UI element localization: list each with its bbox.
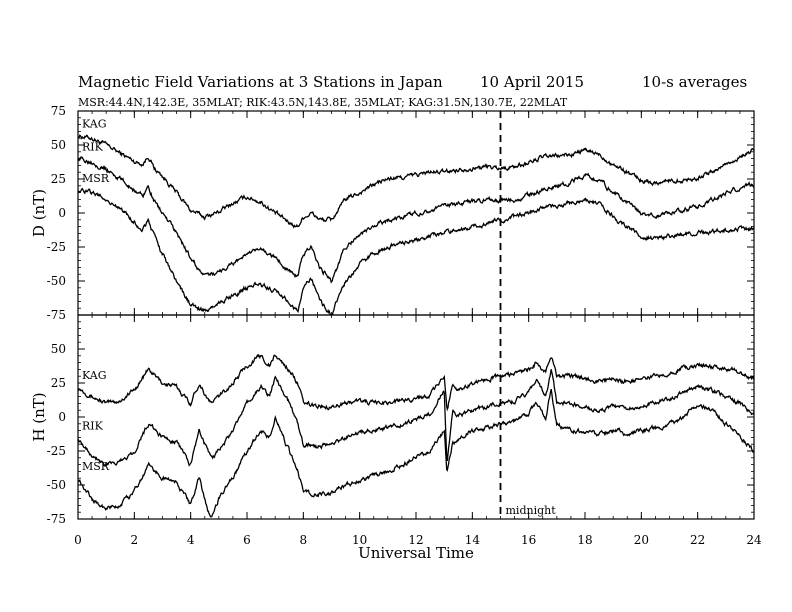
chart-title: Magnetic Field Variations at 3 Stations … (78, 73, 443, 91)
x-tick-label: 8 (300, 533, 308, 547)
series-line-kag (77, 134, 754, 229)
x-axis-label: Universal Time (358, 544, 474, 562)
series-label-rik: RIK (82, 419, 104, 432)
y-tick-label: 50 (51, 138, 66, 152)
x-tick-label: 18 (577, 533, 592, 547)
y-tick-label: -25 (47, 444, 66, 458)
x-tick-label: 20 (634, 533, 649, 547)
x-tick-label: 10 (352, 533, 367, 547)
y-tick-label: -50 (47, 478, 66, 492)
series-line-msr (77, 388, 755, 518)
series-line-msr (77, 187, 755, 316)
series-line-rik (77, 155, 755, 284)
x-tick-label: 6 (243, 533, 251, 547)
series-label-rik: RIK (82, 141, 104, 154)
station-coordinates: MSR:44.4N,142.3E, 35MLAT; RIK:43.5N,143.… (78, 96, 568, 109)
chart-date: 10 April 2015 (480, 73, 584, 91)
y-axis-label-1: D (nT) (30, 189, 48, 237)
x-tick-label: 22 (690, 533, 705, 547)
y-axis-label-2: H (nT) (30, 392, 48, 441)
x-tick-label: 4 (187, 533, 195, 547)
midnight-label: midnight (506, 504, 557, 517)
plot-area: 75 50 25 0 -25 -50 -75 D (nT) KAG RIK MSR 50 25 0 -25 -… (30, 104, 762, 547)
y-tick-label: -75 (47, 308, 66, 322)
series-label-kag: KAG (82, 369, 107, 382)
y-tick-label: -50 (47, 274, 66, 288)
x-tick-label: 0 (74, 533, 82, 547)
y-tick-label: 0 (58, 410, 66, 424)
y-tick-label: 75 (51, 104, 66, 118)
x-tick-label: 24 (746, 533, 762, 547)
y-tick-label: 0 (58, 206, 66, 220)
series-label-kag: KAG (82, 117, 107, 130)
y-tick-label: 25 (51, 172, 66, 186)
x-tick-label: 16 (521, 533, 536, 547)
x-tick-label: 14 (465, 533, 481, 547)
series-label-msr: MSR (82, 460, 110, 473)
y-tick-label: -25 (47, 240, 66, 254)
series-line-rik (77, 369, 755, 467)
series-line-kag (77, 353, 755, 412)
averaging-note: 10-s averages (642, 73, 747, 91)
y-tick-label: -75 (47, 512, 66, 526)
series-label-msr: MSR (82, 172, 110, 185)
y-tick-label: 50 (51, 342, 66, 356)
x-tick-label: 12 (408, 533, 423, 547)
y-tick-label: 25 (51, 376, 66, 390)
x-tick-label: 2 (131, 533, 139, 547)
